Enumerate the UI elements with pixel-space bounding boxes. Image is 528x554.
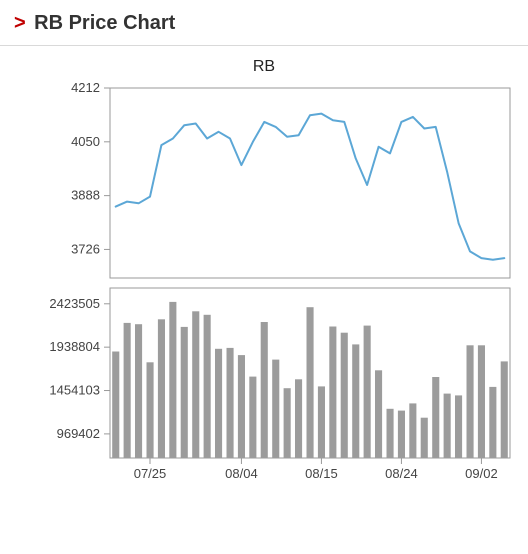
svg-text:969402: 969402 bbox=[57, 426, 100, 441]
svg-text:08/24: 08/24 bbox=[385, 466, 418, 481]
page-title: RB Price Chart bbox=[34, 12, 175, 34]
svg-text:3888: 3888 bbox=[71, 188, 100, 203]
svg-text:4050: 4050 bbox=[71, 134, 100, 149]
svg-text:1938804: 1938804 bbox=[49, 339, 100, 354]
svg-text:1454103: 1454103 bbox=[49, 383, 100, 398]
header: > RB Price Chart bbox=[0, 0, 528, 46]
chart-container: RB 3726 3888 4050 4212 969402 1454103 1938804 2… bbox=[0, 58, 528, 508]
svg-text:4212: 4212 bbox=[71, 80, 100, 95]
svg-text:08/04: 08/04 bbox=[225, 466, 258, 481]
price-volume-chart: 3726 3888 4050 4212 969402 1454103 1938804 2423… bbox=[0, 78, 528, 508]
svg-text:2423505: 2423505 bbox=[49, 296, 100, 311]
chevron-icon: > bbox=[14, 12, 26, 34]
svg-text:09/02: 09/02 bbox=[465, 466, 498, 481]
svg-text:08/15: 08/15 bbox=[305, 466, 338, 481]
svg-text:3726: 3726 bbox=[71, 241, 100, 256]
svg-text:07/25: 07/25 bbox=[134, 466, 167, 481]
chart-title: RB bbox=[0, 58, 528, 76]
